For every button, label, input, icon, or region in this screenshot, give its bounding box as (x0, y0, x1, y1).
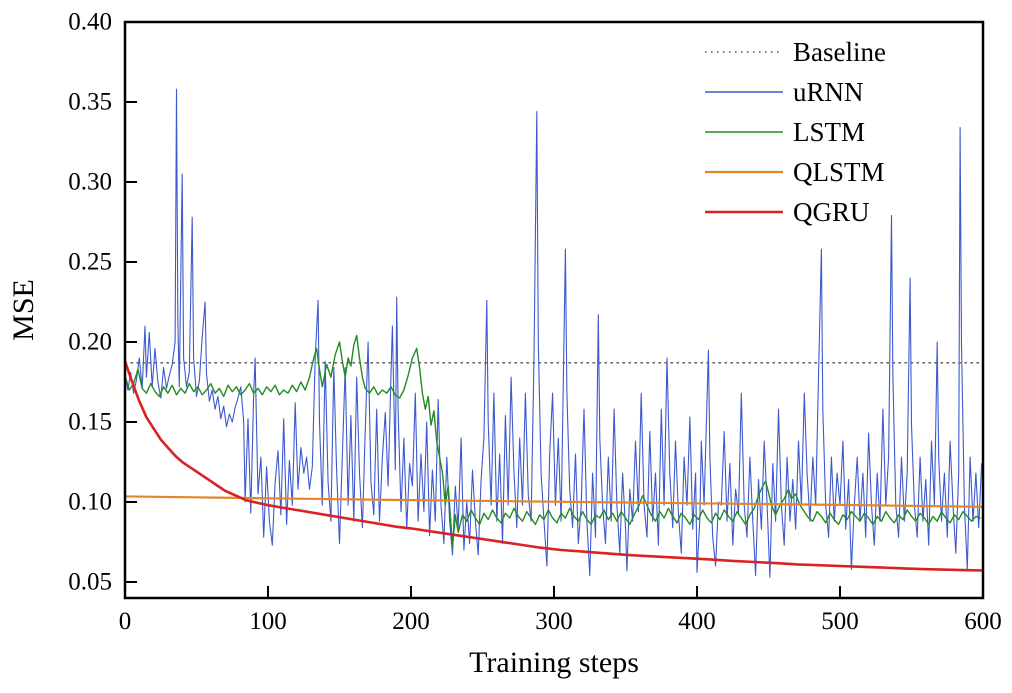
legend-item-QGRU: QGRU (705, 197, 870, 227)
legend-label: QGRU (793, 197, 870, 227)
legend-item-LSTM: LSTM (705, 117, 865, 147)
y-axis-label: MSE (7, 279, 40, 341)
series-line-LSTM (124, 334, 981, 548)
x-axis-label: Training steps (469, 646, 639, 679)
x-tick-label: 400 (678, 608, 716, 635)
legend-label: Baseline (793, 37, 886, 67)
y-tick-label: 0.15 (68, 409, 112, 436)
legend-item-uRNN: uRNN (705, 77, 864, 107)
x-tick-label: 300 (535, 608, 573, 635)
y-tick-label: 0.10 (68, 489, 112, 516)
legend-label: uRNN (793, 77, 864, 107)
legend: Baseline uRNN LSTM QLSTM QGRU (705, 37, 886, 227)
y-tick-label: 0.35 (68, 89, 112, 116)
legend-label: QLSTM (793, 157, 885, 187)
legend-label: LSTM (793, 117, 865, 147)
legend-item-Baseline: Baseline (705, 37, 886, 67)
x-tick-label: 0 (119, 608, 132, 635)
series-line-QGRU (123, 359, 985, 572)
x-tick-label: 600 (964, 608, 1002, 635)
x-tick-label: 200 (392, 608, 430, 635)
y-tick-label: 0.20 (68, 329, 112, 356)
x-tick-label: 100 (249, 608, 287, 635)
y-tick-label: 0.40 (68, 9, 112, 36)
x-tick-label: 500 (821, 608, 859, 635)
series-line-QLSTM (123, 495, 985, 508)
y-tick-label: 0.30 (68, 169, 112, 196)
legend-item-QLSTM: QLSTM (705, 157, 885, 187)
plot-layer: 0.05 0.10 0.15 0.20 0.25 0.30 0.35 0.40 0 100 200 3… (68, 9, 1002, 636)
y-tick-label: 0.05 (68, 569, 112, 596)
y-tick-label: 0.25 (68, 249, 112, 276)
plot-frame (123, 20, 985, 600)
